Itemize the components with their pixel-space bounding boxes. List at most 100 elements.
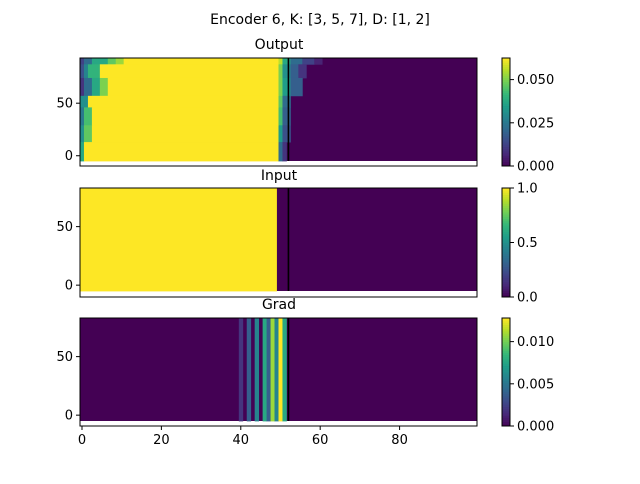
heatmap-cell [80,77,85,97]
colorbar-segment [502,124,510,128]
colorbar-segment [502,406,510,410]
colorbar-segment [502,235,510,239]
x-tick-label: 60 [312,433,329,448]
colorbar-segment [502,419,510,423]
y-tick-label: 50 [56,97,73,112]
colorbar-tick-label: 0.000 [517,420,554,435]
y-tick-label: 50 [56,350,73,365]
colorbar-segment [502,286,510,289]
heatmap-cell [80,125,85,143]
heatmap-cell [278,107,283,126]
colorbar-segment [502,244,510,248]
colorbar-segment [502,356,510,360]
colorbar-segment [502,112,510,115]
colorbar-segment [502,86,510,89]
colorbar-segment [502,88,510,91]
colorbar-segment [502,350,510,354]
colorbar-segment [502,277,510,281]
colorbar-segment [502,266,510,270]
heatmap-cell [87,64,101,79]
colorbar-segment [502,220,510,224]
colorbar-segment [502,333,510,336]
x-tick-label: 20 [153,433,170,448]
colorbar-segment [502,225,510,228]
colorbar-segment [502,270,510,274]
colorbar-segment [502,391,510,395]
colorbar-segment [502,122,510,126]
colorbar-segment [502,363,510,367]
colorbar-segment [502,273,510,276]
colorbar-segment [502,150,510,154]
colorbar-segment [502,290,510,294]
colorbar-segment [502,133,510,137]
heatmap-cell [107,58,117,65]
heatmap-cell [91,125,279,143]
heatmap-cell [83,77,93,97]
colorbar-segment [502,101,510,104]
colorbar-segment [502,283,510,287]
colorbar-segment [502,328,510,332]
heatmap-cell [91,77,101,97]
colorbar-segment [502,374,510,377]
heatmap-cell [282,125,291,143]
colorbar-segment [502,264,510,267]
colorbar-segment [502,372,510,375]
colorbar-segment [502,367,510,371]
colorbar-segment [502,330,510,334]
heatmap-cell [246,318,252,422]
colorbar-segment [502,393,510,397]
colorbar-segment [502,343,510,347]
colorbar-frame [501,57,511,167]
panel-input-title: Input [261,168,298,184]
heatmap-cell [270,318,275,422]
colorbar-segment [502,240,510,243]
heatmap-cell [80,95,89,108]
colorbar-segment [502,188,510,191]
colorbar-tick-label: 0.005 [517,377,554,392]
colorbar-segment [502,144,510,148]
colorbar-segment [502,77,510,81]
colorbar-segment [502,384,510,388]
colorbar-segment [502,105,510,109]
colorbar-segment [502,238,510,241]
colorbar-segment [502,359,510,362]
colorbar-segment [502,326,510,330]
colorbar-segment [502,352,510,356]
heatmap-cell [278,142,283,162]
output-heatmap: 0 50 [56,57,478,167]
colorbar-tick-label: 0.5 [517,236,538,251]
heatmap-cell [87,95,279,108]
colorbar-segment [502,114,510,117]
heatmap-cell [107,77,279,97]
output-colorbar: 0.000 0.025 0.050 [501,57,554,175]
colorbar-segment [502,201,510,204]
colorbar-segment [502,146,510,150]
colorbar-segment [502,214,510,217]
colorbar-segment [502,120,510,124]
colorbar-segment [502,275,510,278]
colorbar-segment [502,192,510,196]
colorbar-segment [502,161,510,165]
colorbar-segment [502,255,510,259]
colorbar-segment [502,207,510,211]
heatmap-cell [274,318,279,422]
colorbar-segment [502,209,510,213]
axes-frame [79,317,478,427]
colorbar-segment [502,203,510,206]
heatmap-cell [278,64,283,79]
x-tick-label: 0 [78,433,86,448]
colorbar-segment [502,140,510,143]
colorbar-segment [502,415,510,418]
colorbar-segment [502,335,510,338]
heatmap-cell [266,318,271,422]
heatmap-cell [278,58,283,65]
colorbar-segment [502,294,510,298]
panel-grad-title: Grad [262,297,296,313]
colorbar-segment [502,129,510,132]
colorbar-segment [502,413,510,416]
colorbar-segment [502,163,510,167]
heatmap-cell [282,77,291,97]
heatmap-cell [99,77,109,97]
y-tick-label: 0 [65,409,73,424]
